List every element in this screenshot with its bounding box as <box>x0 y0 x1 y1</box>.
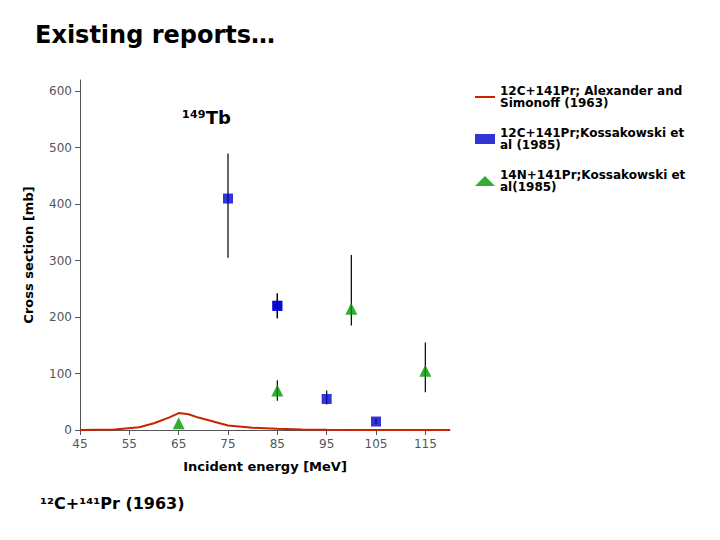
svg-text:Cross section [mb]: Cross section [mb] <box>21 186 36 323</box>
svg-text:75: 75 <box>220 437 235 451</box>
svg-text:¹²C+¹⁴¹Pr (1963): ¹²C+¹⁴¹Pr (1963) <box>40 494 185 513</box>
svg-text:100: 100 <box>49 367 72 381</box>
svg-text:Existing reports…: Existing reports… <box>35 21 275 49</box>
svg-text:Simonoff (1963): Simonoff (1963) <box>500 96 609 110</box>
svg-text:300: 300 <box>49 254 72 268</box>
svg-text:85: 85 <box>270 437 285 451</box>
svg-text:12C+141Pr;Kossakowski et: 12C+141Pr;Kossakowski et <box>500 126 685 140</box>
svg-text:al (1985): al (1985) <box>500 138 561 152</box>
svg-text:¹⁴⁹Tb: ¹⁴⁹Tb <box>182 107 231 128</box>
svg-text:14N+141Pr;Kossakowski et: 14N+141Pr;Kossakowski et <box>500 168 686 182</box>
svg-text:200: 200 <box>49 310 72 324</box>
svg-text:105: 105 <box>365 437 388 451</box>
svg-text:12C+141Pr; Alexander and: 12C+141Pr; Alexander and <box>500 84 683 98</box>
svg-text:400: 400 <box>49 197 72 211</box>
svg-text:95: 95 <box>319 437 334 451</box>
svg-text:Incident energy [MeV]: Incident energy [MeV] <box>183 459 347 474</box>
svg-text:55: 55 <box>122 437 137 451</box>
svg-text:0: 0 <box>64 423 72 437</box>
svg-text:al(1985): al(1985) <box>500 180 557 194</box>
svg-text:45: 45 <box>72 437 87 451</box>
svg-text:65: 65 <box>171 437 186 451</box>
svg-text:600: 600 <box>49 84 72 98</box>
svg-text:500: 500 <box>49 141 72 155</box>
svg-text:115: 115 <box>414 437 437 451</box>
